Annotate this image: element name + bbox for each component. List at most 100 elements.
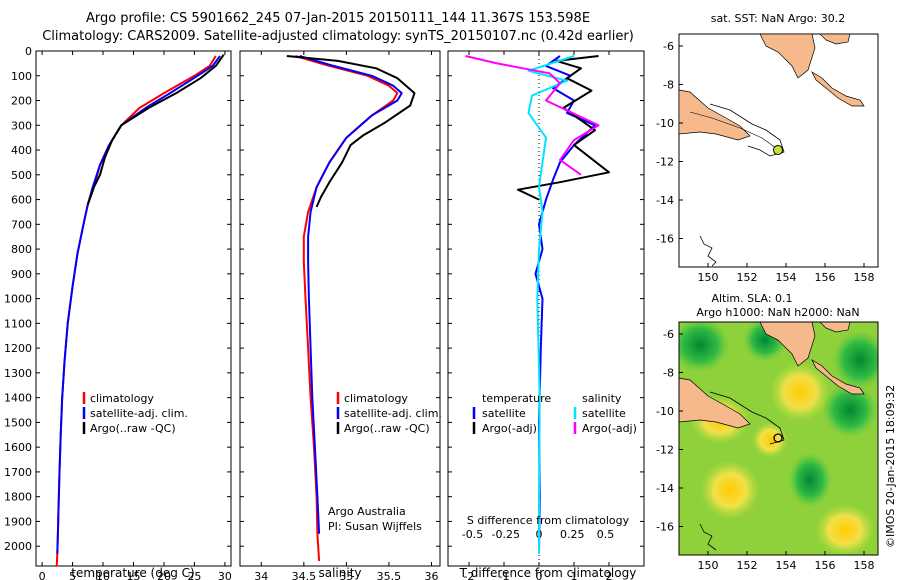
map-ticks: 150 152 154 156 158 -6 -8 -10 -12 -14 -16 150 152 154… <box>656 40 874 572</box>
s-diff-tick-label: 0.5 <box>597 528 615 541</box>
y-tick-label: 900 <box>11 268 32 281</box>
sla-high-anomaly <box>815 504 875 555</box>
map-y-tick-label: -10 <box>656 117 674 130</box>
s-diff-tick-label: 0.25 <box>560 528 585 541</box>
x-tick-label: 5 <box>69 570 76 580</box>
series-line-argo-raw-qc- <box>86 54 225 205</box>
temperature-legend: climatology satellite-adj. clim. Argo(..… <box>82 392 188 435</box>
temperature-panel-frame <box>35 50 232 567</box>
coast-contour <box>699 235 717 267</box>
legend-label-t-argo: Argo(-adj) <box>482 422 537 435</box>
pi-note: PI: Susan Wijffels <box>328 520 422 533</box>
y-tick-label: 1100 <box>4 317 32 330</box>
sla-low-anomaly <box>832 330 878 390</box>
series-line-t-argo-adj- <box>517 55 610 201</box>
map-x-tick-label: 154 <box>776 559 797 572</box>
y-tick-label: 1700 <box>4 466 32 479</box>
legend-label-s-argo: Argo(-adj) <box>582 422 637 435</box>
bathymetry-contour <box>689 111 777 149</box>
sla-map-frame <box>678 321 879 556</box>
coast-contour <box>699 523 717 551</box>
map-x-tick-label: 158 <box>854 559 875 572</box>
land-bougainville <box>811 359 865 395</box>
map-y-tick-label: -14 <box>656 482 674 495</box>
y-tick-label: 200 <box>11 95 32 108</box>
series-line-s-satellite <box>527 55 575 554</box>
imos-credit: ©IMOS 20-Jan-2015 18:09:32 <box>884 385 897 548</box>
map-y-tick-label: -12 <box>656 156 674 169</box>
s-diff-tick-label: -0.5 <box>462 528 483 541</box>
map-x-tick-label: 154 <box>776 271 797 284</box>
y-tick-label: 300 <box>11 119 32 132</box>
sst-map-title: sat. SST: NaN Argo: 30.2 <box>711 12 845 25</box>
s-diff-tick-label: -0.25 <box>492 528 520 541</box>
legend-label-satellite: satellite-adj. clim. <box>344 407 442 420</box>
salinity-plot: 34 34.5 35 35.5 36 <box>240 50 440 580</box>
legend-label-climatology: climatology <box>344 392 408 405</box>
map-y-tick-label: -16 <box>656 521 674 534</box>
land-new-ireland <box>819 322 851 333</box>
map-y-tick-label: -8 <box>663 367 674 380</box>
legend-label-s-satellite: satellite <box>582 407 626 420</box>
sla-high-anomaly <box>770 362 830 422</box>
x-tick-label: 20 <box>157 570 171 580</box>
title-line-2: Climatology: CARS2009. Satellite-adjuste… <box>42 29 634 44</box>
difference-top-label: S difference from climatology <box>467 514 630 527</box>
map-y-tick-label: -10 <box>656 405 674 418</box>
series-line-t-satellite <box>534 55 596 554</box>
map-x-tick-label: 156 <box>815 559 836 572</box>
map-x-tick-label: 152 <box>737 559 758 572</box>
x-tick-label: 36 <box>424 570 438 580</box>
y-tick-label: 1300 <box>4 367 32 380</box>
map-x-tick-label: 152 <box>737 271 758 284</box>
argo-position-marker <box>773 145 783 155</box>
land-new-britain <box>759 322 816 367</box>
sla-high-anomaly <box>752 422 788 458</box>
series-line-satellite-adj-clim- <box>299 55 403 534</box>
x-tick-label: -2 <box>464 570 475 580</box>
map-x-tick-label: 150 <box>698 271 719 284</box>
x-tick-label: 1 <box>571 570 578 580</box>
y-tick-label: 100 <box>11 70 32 83</box>
y-tick-label: 700 <box>11 218 32 231</box>
x-tick-label: 10 <box>96 570 110 580</box>
difference-panel-frame <box>447 50 645 567</box>
map-y-tick-label: -8 <box>663 79 674 92</box>
sla-map-title-2: Argo h1000: NaN h2000: NaN <box>696 306 859 319</box>
institution-note: Argo Australia <box>328 505 406 518</box>
x-tick-label: 35 <box>339 570 353 580</box>
sst-map <box>678 33 879 268</box>
bathymetry-contour <box>709 103 785 157</box>
sla-map-title-1: Altim. SLA: 0.1 <box>711 292 792 305</box>
sla-low-anomaly <box>822 382 878 438</box>
x-tick-label: 2 <box>606 570 613 580</box>
series-line-satellite-adj-clim- <box>56 55 221 554</box>
map-x-tick-label: 156 <box>815 271 836 284</box>
map-y-tick-label: -12 <box>656 444 674 457</box>
legend-label-satellite: satellite-adj. clim. <box>90 407 188 420</box>
y-tick-label: 600 <box>11 194 32 207</box>
map-y-tick-label: -14 <box>656 194 674 207</box>
land-new-guinea-tail <box>679 377 751 429</box>
legend-header-salinity: salinity <box>582 392 622 405</box>
map-y-tick-label: -16 <box>656 233 674 246</box>
sla-map <box>678 321 879 556</box>
legend-label-argo: Argo(..raw -QC) <box>90 422 176 435</box>
land-new-britain <box>759 33 816 79</box>
x-tick-label: -1 <box>499 570 510 580</box>
x-tick-label: 34 <box>254 570 268 580</box>
map-y-tick-label: -6 <box>663 328 674 341</box>
difference-legend: temperature satellite Argo(-adj) salinit… <box>472 392 637 435</box>
x-tick-label: 25 <box>187 570 201 580</box>
x-tick-label: 15 <box>127 570 141 580</box>
temperature-xlabel: temperature (deg C) <box>71 566 194 580</box>
series-line-s-argo-adj- <box>465 55 600 176</box>
y-tick-label: 2000 <box>4 540 32 553</box>
argo-position-marker <box>773 433 783 443</box>
x-tick-label: 35.5 <box>377 570 402 580</box>
bathymetry-contour <box>709 391 785 445</box>
map-y-tick-label: -6 <box>663 40 674 53</box>
legend-label-argo: Argo(..raw -QC) <box>344 422 430 435</box>
difference-plot: -2 -1 0 1 2-0.5 -0.25 0 0.25 0.5 <box>448 50 644 580</box>
land-new-guinea-tail <box>678 89 751 141</box>
